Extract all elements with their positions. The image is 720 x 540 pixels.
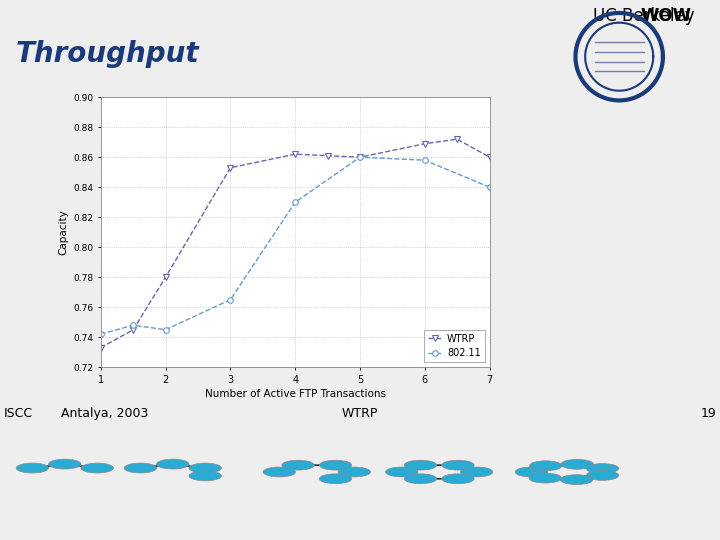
Ellipse shape	[189, 463, 222, 473]
WTRP	[485, 154, 494, 160]
802.11	[96, 331, 105, 338]
WTRP	[323, 152, 332, 159]
WTRP	[96, 345, 105, 351]
Ellipse shape	[124, 463, 156, 473]
WTRP	[161, 274, 170, 280]
Line: 802.11: 802.11	[98, 154, 492, 337]
802.11	[129, 322, 138, 328]
Ellipse shape	[264, 467, 296, 477]
Line: WTRP: WTRP	[98, 137, 492, 350]
Ellipse shape	[586, 470, 618, 480]
Ellipse shape	[560, 475, 593, 484]
Ellipse shape	[320, 460, 352, 470]
Ellipse shape	[529, 473, 562, 483]
Ellipse shape	[157, 459, 189, 469]
Ellipse shape	[442, 460, 474, 470]
Ellipse shape	[516, 467, 548, 477]
Text: Antalya, 2003: Antalya, 2003	[61, 407, 148, 420]
Ellipse shape	[81, 463, 114, 473]
Ellipse shape	[338, 467, 371, 477]
802.11	[291, 199, 300, 205]
Text: WOW: WOW	[640, 8, 691, 25]
Ellipse shape	[561, 460, 593, 469]
Y-axis label: Capacity: Capacity	[59, 210, 69, 255]
Text: WTRP: WTRP	[342, 407, 378, 420]
WTRP	[129, 327, 138, 333]
WTRP	[226, 165, 235, 171]
WTRP	[291, 151, 300, 158]
Ellipse shape	[529, 461, 562, 471]
X-axis label: Number of Active FTP Transactions: Number of Active FTP Transactions	[204, 389, 386, 399]
Ellipse shape	[16, 463, 48, 473]
Ellipse shape	[586, 464, 618, 474]
802.11	[226, 296, 235, 303]
802.11	[161, 327, 170, 333]
WTRP	[356, 154, 364, 160]
Legend: WTRP, 802.11: WTRP, 802.11	[424, 330, 485, 362]
Ellipse shape	[405, 474, 436, 484]
802.11	[420, 157, 429, 164]
Ellipse shape	[320, 474, 352, 484]
WTRP	[453, 136, 462, 143]
802.11	[356, 154, 364, 160]
Ellipse shape	[386, 467, 418, 477]
Ellipse shape	[48, 459, 81, 469]
Text: UC Berkeley: UC Berkeley	[593, 8, 699, 25]
802.11	[485, 184, 494, 191]
Ellipse shape	[442, 474, 474, 484]
Text: 19: 19	[701, 407, 716, 420]
Text: ISCC: ISCC	[4, 407, 32, 420]
WTRP	[420, 140, 429, 147]
Ellipse shape	[282, 460, 315, 470]
Ellipse shape	[189, 471, 222, 481]
Text: Throughput: Throughput	[16, 40, 199, 68]
Ellipse shape	[405, 460, 436, 470]
Ellipse shape	[461, 467, 493, 477]
